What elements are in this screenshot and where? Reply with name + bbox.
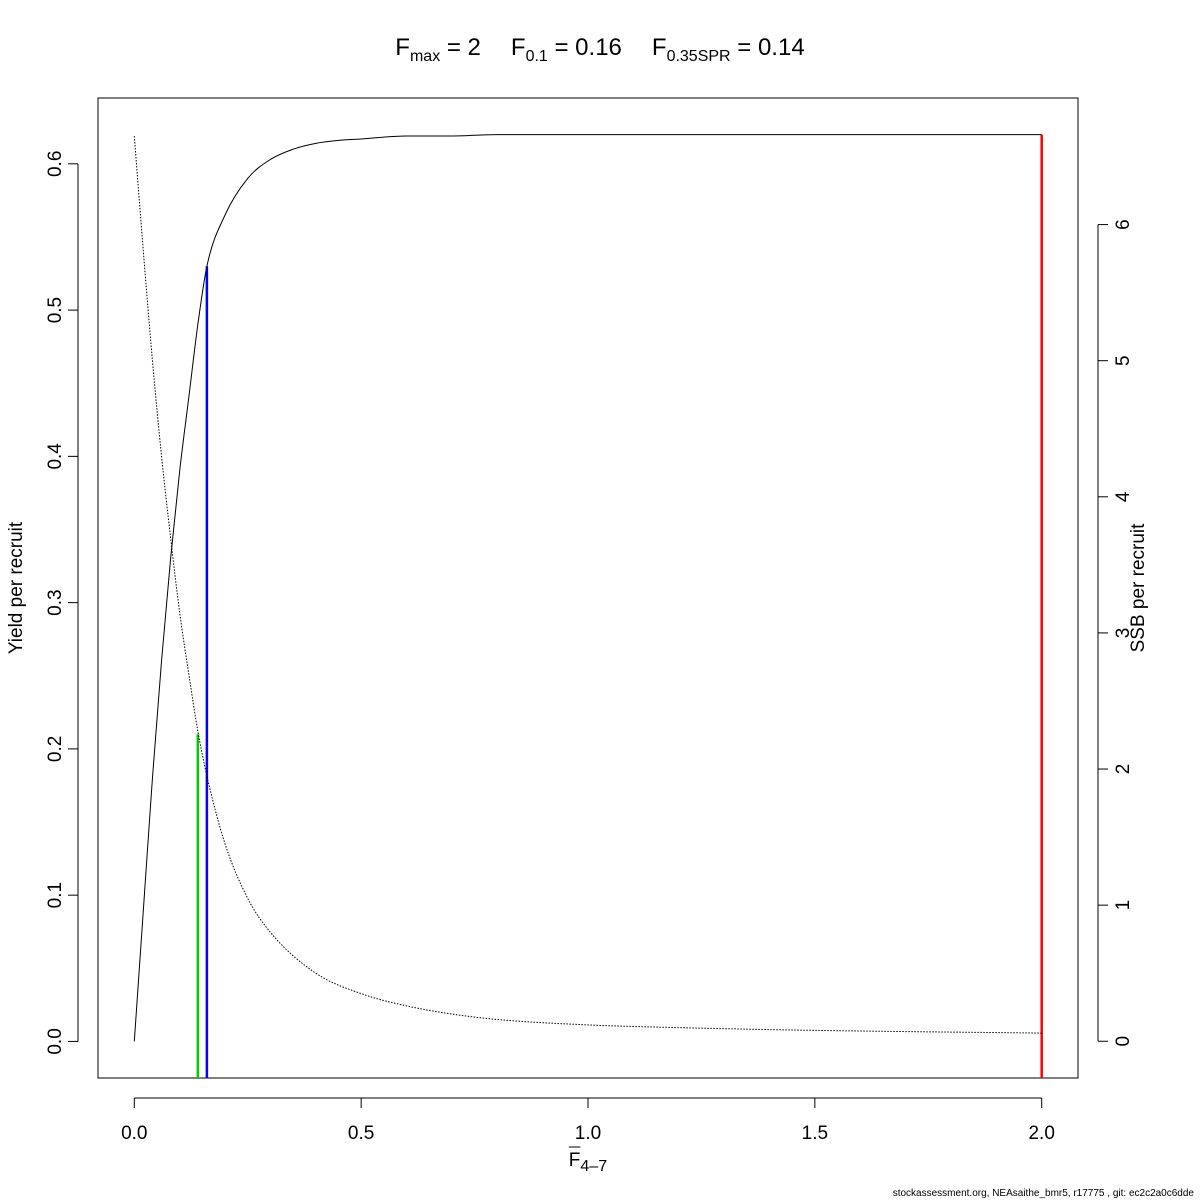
x-tick-label: 0.0 — [121, 1123, 147, 1144]
y-axis-right: 0 1 2 3 4 5 6 — [1097, 219, 1134, 1047]
title-symbol: F — [395, 34, 410, 61]
footer-caption: stockassessment.org, NEAsaithe_bmr5, r17… — [892, 1188, 1194, 1199]
x-axis-label: F4–7 — [568, 1146, 607, 1175]
chart-title-text: Fmax = 2 F0.1 = 0.16 F0.35SPR = 0.14 — [395, 34, 804, 65]
reference-lines — [196, 134, 1043, 1078]
x-tick-label: 1.5 — [802, 1123, 828, 1144]
y-left-tick-label: 0.4 — [45, 443, 66, 470]
chart-title: Fmax = 2 F0.1 = 0.16 F0.35SPR = 0.14 — [395, 34, 804, 65]
title-value: = 2 — [440, 34, 481, 61]
y-left-tick-label: 0.5 — [45, 297, 66, 323]
x-axis-label-text: F4–7 — [569, 1150, 607, 1175]
y-left-tick-label: 0.3 — [45, 589, 66, 615]
y-right-tick-label: 6 — [1113, 219, 1134, 230]
y-right-tick-label: 0 — [1113, 1036, 1134, 1047]
y-axis-right-label: SSB per recruit — [1128, 523, 1149, 653]
title-value: = 0.14 — [731, 34, 805, 61]
series-line-ssb — [133, 136, 1042, 1034]
title-symbol: F — [511, 34, 526, 61]
y-axis-left-label: Yield per recruit — [6, 521, 27, 654]
title-value: = 0.16 — [548, 34, 622, 61]
title-subscript: max — [410, 48, 440, 65]
y-axis-left: 0.0 0.1 0.2 0.3 0.4 0.5 0.6 — [45, 151, 79, 1055]
series-line-yield — [133, 134, 1042, 1042]
x-tick-label: 2.0 — [1028, 1123, 1054, 1144]
title-subscript: 0.1 — [526, 48, 548, 65]
x-axis-label-symbol: F — [569, 1150, 581, 1171]
x-axis-label-subscript: 4–7 — [580, 1158, 607, 1175]
title-symbol: F — [652, 34, 667, 61]
series-lines — [133, 134, 1042, 1042]
y-left-tick-label: 0.0 — [45, 1028, 66, 1054]
y-right-tick-label: 2 — [1113, 764, 1134, 775]
title-subscript: 0.35SPR — [667, 48, 731, 65]
x-tick-label: 0.5 — [348, 1123, 374, 1144]
y-left-tick-label: 0.6 — [45, 151, 66, 177]
y-left-tick-label: 0.1 — [45, 882, 66, 908]
y-left-tick-label: 0.2 — [45, 736, 66, 762]
y-right-tick-label: 1 — [1113, 900, 1134, 911]
plot-frame — [97, 97, 1079, 1079]
x-tick-label: 1.0 — [575, 1123, 601, 1144]
y-right-tick-label: 5 — [1113, 355, 1134, 366]
y-right-tick-label: 4 — [1113, 491, 1134, 502]
x-axis: 0.0 0.5 1.0 1.5 2.0 — [121, 1097, 1055, 1144]
y-right-tick-label: 3 — [1113, 628, 1134, 639]
